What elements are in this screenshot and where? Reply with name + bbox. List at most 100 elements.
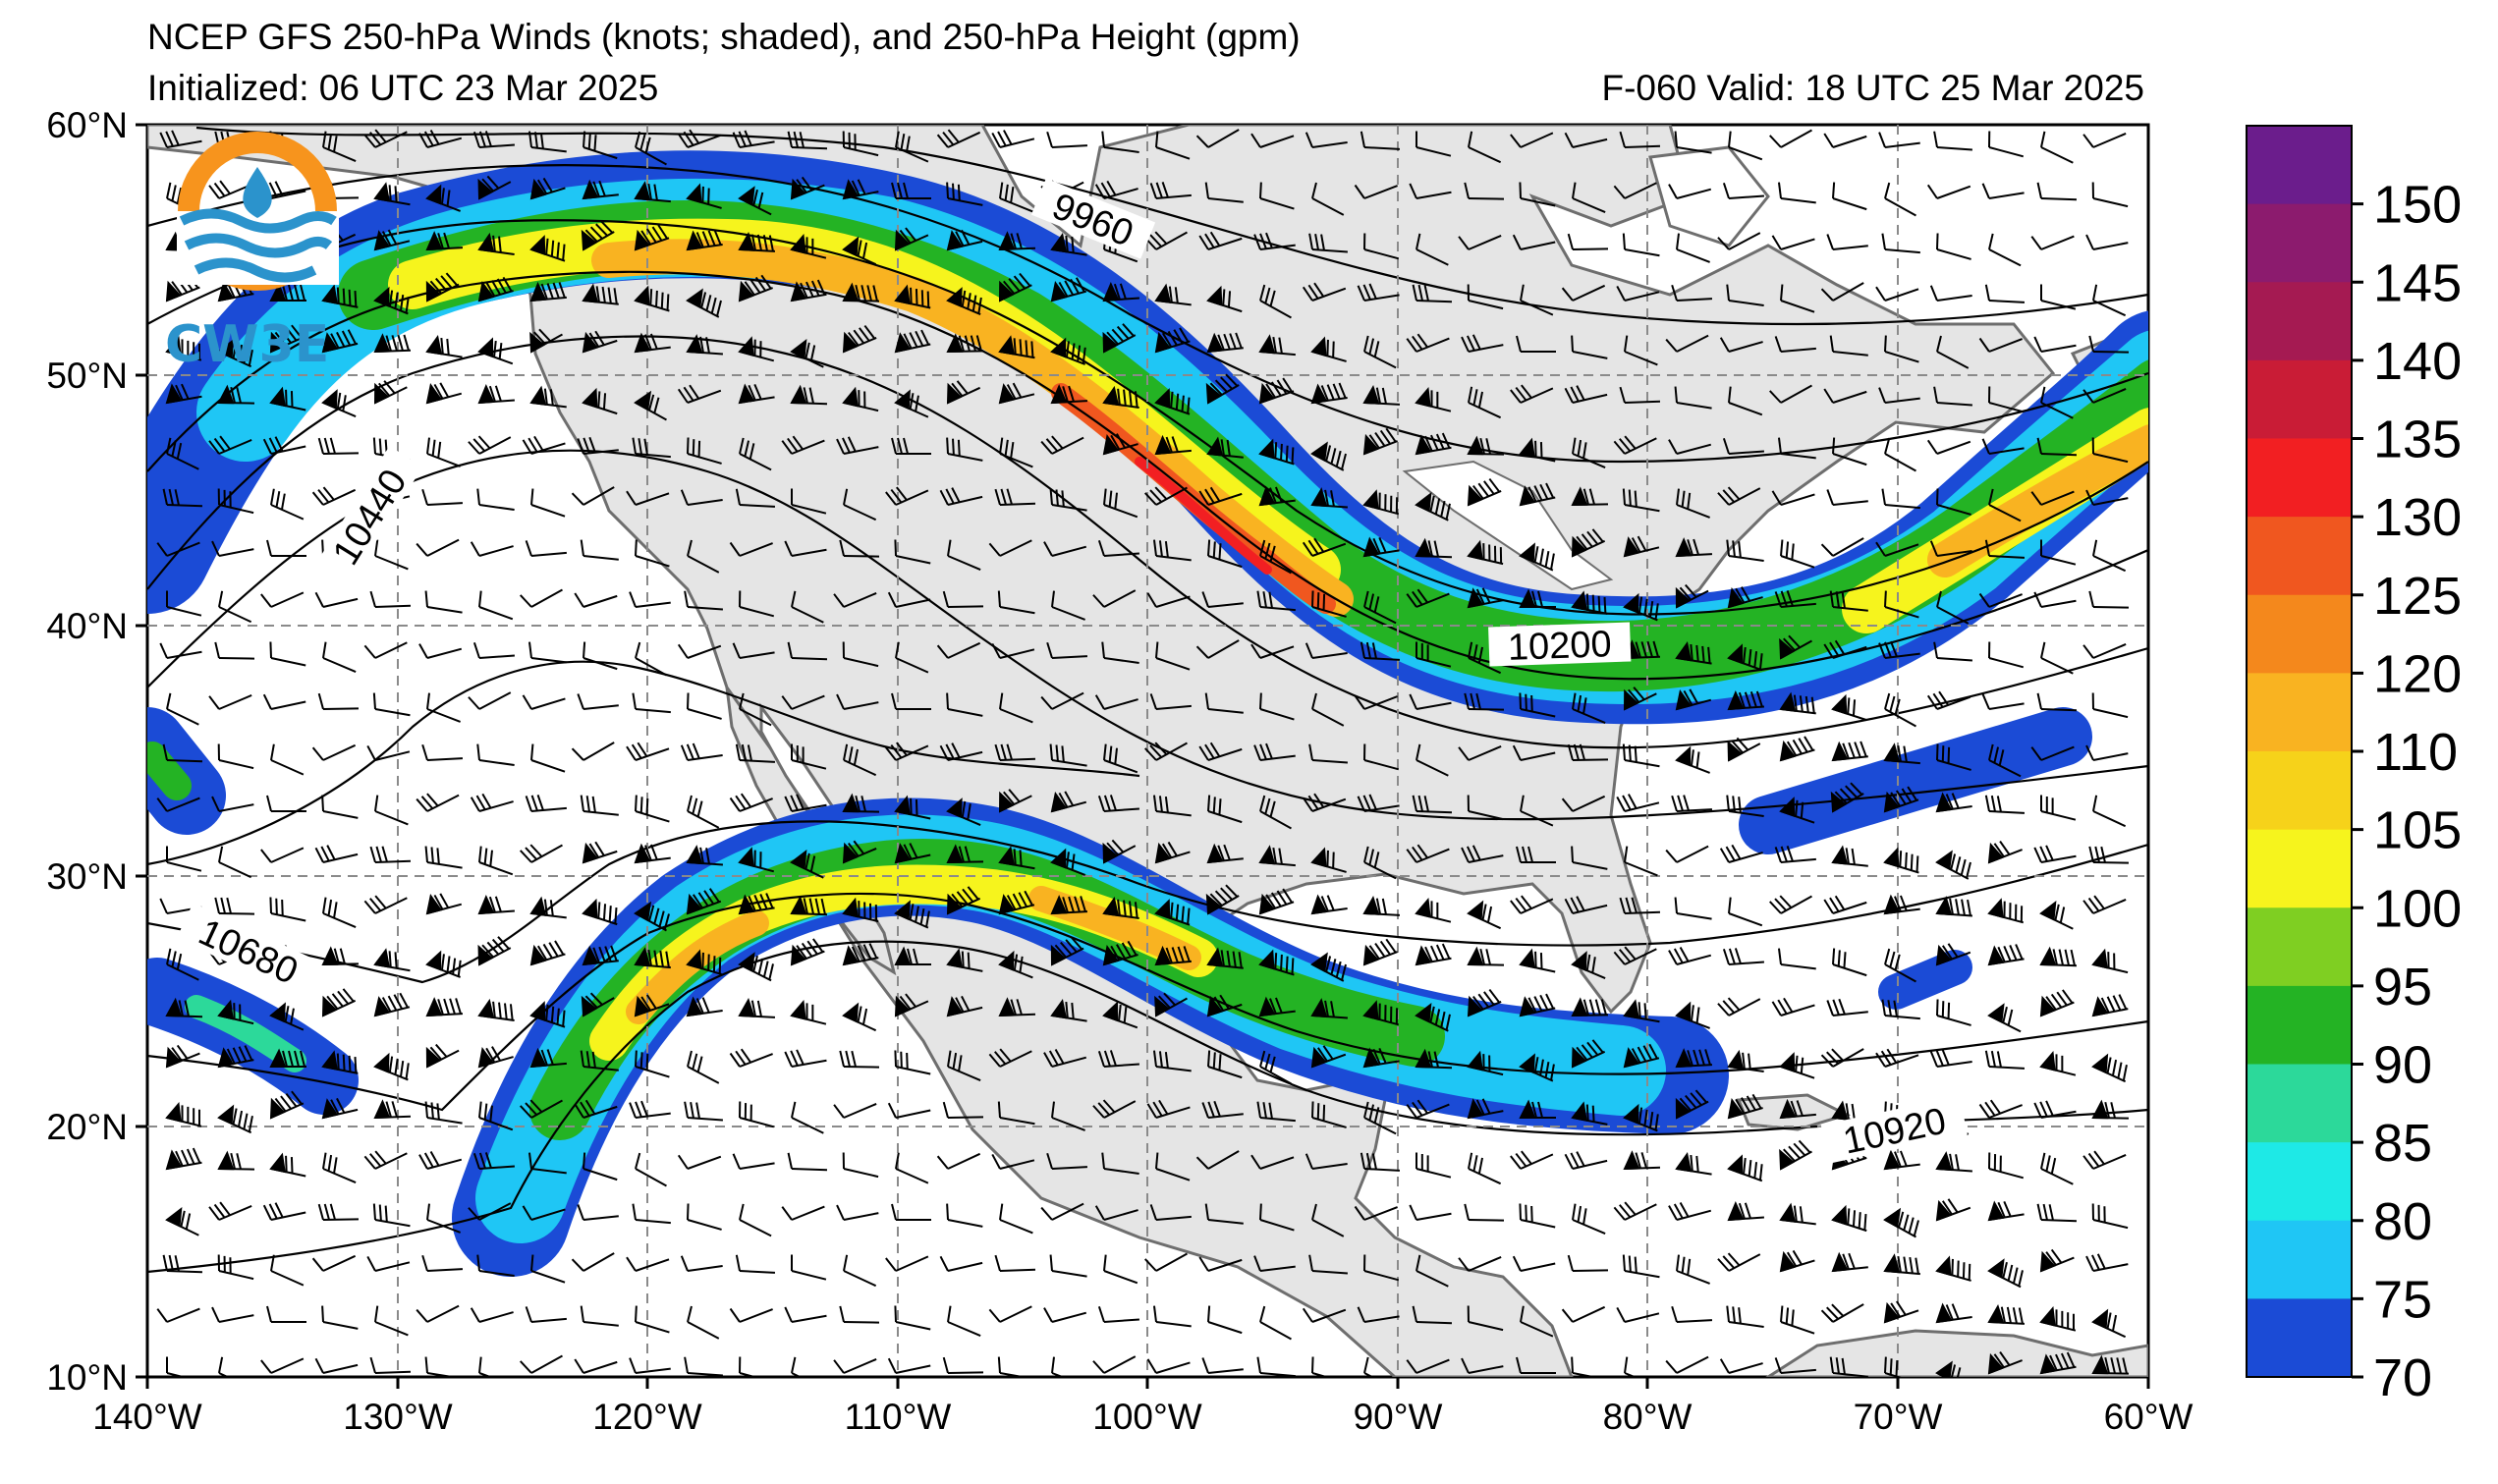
wind-barb [894, 843, 931, 864]
wind-barb [1728, 386, 1763, 416]
wind-barb [946, 797, 981, 826]
lat-label: 10°N [46, 1357, 128, 1398]
wind-barb [470, 541, 514, 557]
wind-barb [2036, 1203, 2078, 1223]
wind-barb [425, 893, 463, 915]
wind-barb [421, 743, 464, 761]
wind-barb [997, 1101, 1035, 1126]
wind-barb [1717, 997, 1761, 1017]
wind-barb [680, 742, 723, 761]
wind-barb [1468, 386, 1502, 419]
wind-barb [2036, 692, 2078, 712]
wind-barb [1412, 795, 1453, 814]
wind-barb [372, 692, 411, 717]
wind-barb [885, 1255, 929, 1272]
wind-barb [426, 437, 461, 467]
wind-barb [162, 743, 203, 763]
wind-barb [1572, 182, 1606, 213]
wind-barb [1259, 1203, 1295, 1232]
wind-barb [1467, 1305, 1504, 1332]
wind-barb [1883, 1253, 1920, 1276]
wind-barb [1101, 131, 1139, 154]
wind-barb [583, 641, 618, 671]
wind-barb [1774, 336, 1816, 353]
wind-barb [1978, 592, 2023, 608]
wind-barb [1883, 1207, 1919, 1238]
wind-barb [894, 900, 930, 929]
wind-barb [165, 1147, 202, 1171]
wind-barb [1362, 427, 1398, 456]
wind-barb [1412, 284, 1453, 303]
wind-barb [998, 890, 1035, 915]
wind-barb [2091, 437, 2129, 464]
wind-barb [270, 488, 305, 521]
wind-barb [1984, 795, 2026, 814]
wind-barb [1780, 539, 1815, 569]
wind-barb [939, 487, 983, 506]
wind-barb [1094, 1205, 1138, 1221]
wind-barb [946, 380, 981, 405]
wind-barb [687, 1305, 720, 1340]
wind-barb [1311, 182, 1345, 216]
wind-barb [1875, 286, 1919, 302]
wind-barb [1622, 1254, 1660, 1279]
wind-barb [1302, 1307, 1347, 1323]
wind-barb [1468, 1152, 1502, 1185]
wind-barb [1363, 1101, 1397, 1135]
wind-barb [1102, 896, 1139, 920]
wind-barb [791, 590, 824, 624]
lon-label: 100°W [1092, 1397, 1202, 1437]
wind-barb [1567, 1254, 1609, 1272]
colorbar-label: 80 [2373, 1192, 2432, 1251]
wind-barb [1675, 641, 1712, 665]
wind-barb [885, 486, 929, 506]
wind-barb [994, 743, 1036, 761]
wind-barb [2082, 1150, 2127, 1170]
wind-barb [165, 590, 202, 617]
wind-barb [1519, 588, 1556, 608]
wind-barb [571, 1252, 615, 1272]
wind-barb [418, 1150, 463, 1170]
wind-barb [1727, 737, 1761, 762]
wind-barb [1310, 847, 1347, 873]
wind-barb [374, 539, 409, 571]
wind-barb [1259, 1305, 1292, 1341]
wind-barb [1884, 335, 1919, 363]
wind-barb [842, 179, 879, 200]
wind-barb [1258, 996, 1296, 1017]
wind-barb [729, 793, 773, 812]
wind-barb [1727, 1154, 1763, 1182]
wind-barb [476, 488, 515, 512]
wind-barb [939, 1255, 983, 1272]
wind-barb [1363, 743, 1400, 771]
height-contour [195, 126, 2148, 326]
wind-barb [1416, 743, 1449, 777]
wind-barb [2040, 131, 2074, 164]
wind-barb [1780, 284, 1815, 313]
wind-barb [739, 1101, 775, 1128]
wind-barb [998, 335, 1035, 359]
wind-barb [2091, 182, 2129, 208]
wind-barb [1675, 1152, 1712, 1176]
wind-barb [1675, 583, 1709, 609]
wind-barb [214, 897, 255, 915]
wind-barb [269, 386, 306, 412]
wind-barb [1613, 182, 1657, 199]
wind-barb [476, 1254, 515, 1278]
wind-barb [1195, 1150, 1240, 1170]
wind-barb [1929, 285, 1972, 302]
wind-barb [269, 282, 306, 302]
wind-barb [1510, 895, 1554, 914]
wind-barb [477, 1046, 514, 1069]
wind-barb [1092, 589, 1137, 608]
wind-barb [1512, 234, 1556, 250]
colorbar-segment [2247, 673, 2352, 752]
wind-barb [1046, 1152, 1088, 1170]
wind-barb [1884, 1356, 1919, 1377]
jet-fragment-caribbean [1878, 950, 1972, 1010]
wind-barb [1519, 1053, 1555, 1082]
wind-barb [1936, 743, 1971, 771]
lat-label: 20°N [46, 1107, 128, 1147]
wind-barb [1571, 590, 1608, 615]
wind-barb [2082, 895, 2127, 914]
